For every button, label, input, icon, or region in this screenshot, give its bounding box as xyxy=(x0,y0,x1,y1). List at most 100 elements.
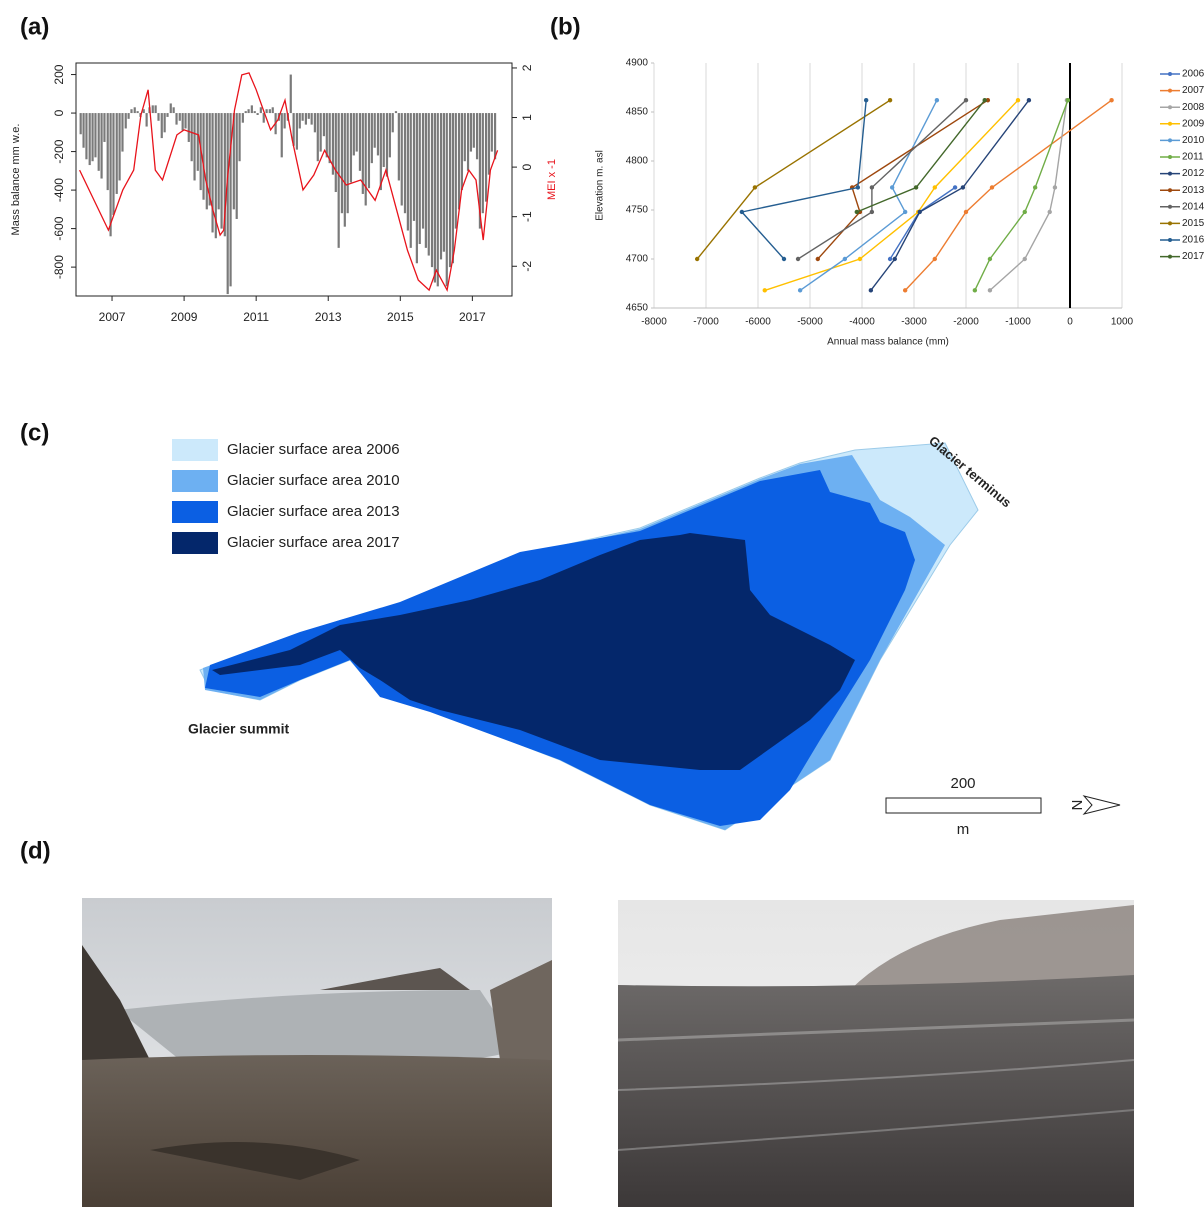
bar xyxy=(137,111,139,113)
bar xyxy=(365,113,367,205)
bar xyxy=(359,113,361,171)
x-tick-label: -8000 xyxy=(641,317,667,328)
panel-label: (a) xyxy=(20,13,49,40)
bar xyxy=(374,113,376,148)
bar xyxy=(91,113,93,161)
bar xyxy=(284,113,286,128)
series-line xyxy=(742,100,866,259)
bar xyxy=(338,113,340,248)
point xyxy=(973,288,977,292)
bar xyxy=(485,113,487,202)
bar xyxy=(173,107,175,113)
series-line xyxy=(697,100,890,259)
bar xyxy=(470,113,472,152)
series-line xyxy=(990,100,1067,290)
point xyxy=(1023,257,1027,261)
bar xyxy=(100,113,102,178)
point xyxy=(1053,185,1057,189)
x-tick-label: 2017 xyxy=(459,310,486,324)
bar xyxy=(116,113,118,194)
point xyxy=(869,288,873,292)
x-tick-label: -5000 xyxy=(797,317,823,328)
legend-label: 2016 xyxy=(1182,235,1204,246)
bar xyxy=(398,113,400,180)
bar xyxy=(314,113,316,132)
point xyxy=(933,185,937,189)
y2-tick-label: 2 xyxy=(520,64,534,71)
legend-label: Glacier surface area 2010 xyxy=(227,472,400,489)
photo-right xyxy=(618,900,1134,1207)
bar xyxy=(371,113,373,163)
point xyxy=(988,257,992,261)
panel-label: (d) xyxy=(20,837,51,864)
bar xyxy=(452,113,454,263)
legend-label: 2012 xyxy=(1182,168,1204,179)
bar xyxy=(308,113,310,119)
bar xyxy=(155,105,157,113)
y-tick-label: 0 xyxy=(52,109,66,116)
bar xyxy=(317,113,319,161)
bar xyxy=(383,113,385,167)
legend-label: 2006 xyxy=(1182,69,1204,80)
bar xyxy=(175,113,177,125)
bar xyxy=(431,113,433,267)
y-tick-label: -200 xyxy=(52,139,66,163)
point xyxy=(1048,210,1052,214)
bar xyxy=(473,113,475,148)
point xyxy=(782,257,786,261)
bar xyxy=(299,113,301,128)
bar xyxy=(350,113,352,182)
x-tick-label: -6000 xyxy=(745,317,771,328)
bar xyxy=(491,113,493,152)
bar xyxy=(437,113,439,286)
bar xyxy=(119,113,121,180)
legend-label: 2017 xyxy=(1182,251,1204,262)
bar xyxy=(254,111,256,113)
x-axis-label: Annual mass balance (mm) xyxy=(827,337,949,348)
point xyxy=(903,288,907,292)
y-tick-label: 200 xyxy=(52,64,66,84)
y-tick-label: -600 xyxy=(52,216,66,240)
x-tick-label: 2007 xyxy=(99,310,126,324)
point xyxy=(753,185,757,189)
y2-tick-label: -2 xyxy=(520,261,534,272)
bar xyxy=(134,107,136,113)
y2-tick-label: 0 xyxy=(520,163,534,170)
legend-marker xyxy=(1168,72,1172,76)
legend-label: 2008 xyxy=(1182,102,1204,113)
bar xyxy=(410,113,412,248)
bar xyxy=(380,113,382,190)
bar xyxy=(191,113,193,161)
y-tick-label: 4850 xyxy=(626,107,649,118)
legend-swatch xyxy=(172,501,218,523)
bar xyxy=(386,113,388,177)
bar xyxy=(152,105,154,113)
y-axis-label: Elevation m. asl xyxy=(595,150,606,221)
bar xyxy=(251,105,253,113)
y-tick-label: 4700 xyxy=(626,254,649,265)
point xyxy=(1109,98,1113,102)
legend-marker xyxy=(1168,238,1172,242)
bar xyxy=(125,113,127,128)
point xyxy=(890,185,894,189)
point xyxy=(888,257,892,261)
bar xyxy=(236,113,238,219)
point xyxy=(961,185,965,189)
legend-label: 2010 xyxy=(1182,135,1204,146)
point xyxy=(855,210,859,214)
bar xyxy=(326,113,328,157)
point xyxy=(990,185,994,189)
legend-swatch xyxy=(172,439,218,461)
legend-label: 2011 xyxy=(1182,152,1204,163)
bar xyxy=(494,113,496,159)
bar xyxy=(245,111,247,113)
y2-tick-label: 1 xyxy=(520,114,534,121)
bar xyxy=(89,113,91,165)
bar xyxy=(440,113,442,259)
bar xyxy=(193,113,195,180)
figure: (a) (b) (c) (d) Glacier surface area 200… xyxy=(0,0,1204,1207)
y-tick-label: 4650 xyxy=(626,303,649,314)
bar xyxy=(404,113,406,213)
bar xyxy=(170,103,172,113)
point xyxy=(816,257,820,261)
